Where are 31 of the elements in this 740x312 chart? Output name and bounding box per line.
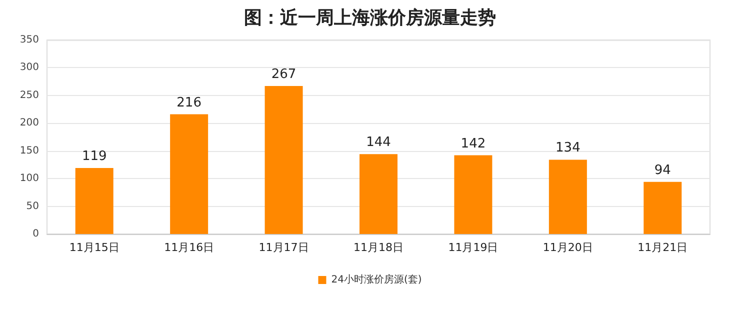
x-tick-label: 11月16日 [164,241,214,254]
bar [264,86,303,234]
bar [360,154,398,234]
data-label: 216 [176,95,202,110]
x-tick-label: 11月19日 [448,241,498,254]
bar [454,155,492,234]
x-tick-label: 11月21日 [638,241,688,254]
y-tick-label: 100 [20,173,39,184]
bar [75,168,114,234]
chart-title: 图：近一周上海涨价房源量走势 [244,8,496,28]
y-tick-label: 150 [20,145,39,156]
data-label: 134 [556,140,580,156]
data-label: 142 [460,136,486,152]
bar [170,114,208,234]
y-tick-label: 50 [26,200,39,212]
data-label: 119 [82,149,107,164]
y-tick-label: 350 [20,34,39,46]
y-tick-label: 250 [20,90,39,101]
x-tick-label: 11月17日 [258,241,309,254]
x-tick-label: 11月20日 [542,241,593,254]
y-tick-label: 200 [20,118,39,129]
y-tick-label: 0 [32,228,39,240]
x-tick-label: 11月18日 [354,241,404,254]
legend-label: 24小时涨价房源(套) [331,274,422,286]
data-label: 94 [654,162,671,178]
bar [644,182,682,234]
y-tick-label: 300 [20,62,39,74]
data-label: 267 [271,67,296,82]
x-tick-label: 11月15日 [69,241,120,254]
data-label: 144 [366,135,391,150]
bar [548,160,587,234]
